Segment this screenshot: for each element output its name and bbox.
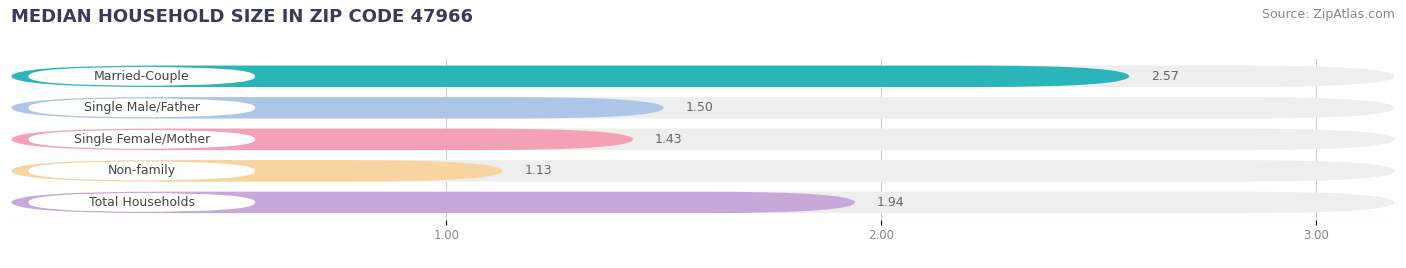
FancyBboxPatch shape — [28, 161, 254, 180]
Text: 1.13: 1.13 — [524, 164, 553, 177]
Text: 2.57: 2.57 — [1152, 70, 1180, 83]
FancyBboxPatch shape — [28, 130, 254, 149]
FancyBboxPatch shape — [11, 192, 855, 213]
Text: Source: ZipAtlas.com: Source: ZipAtlas.com — [1261, 8, 1395, 21]
FancyBboxPatch shape — [11, 97, 1395, 118]
FancyBboxPatch shape — [11, 160, 1395, 182]
Text: 1.43: 1.43 — [655, 133, 683, 146]
FancyBboxPatch shape — [28, 67, 254, 86]
Text: Married-Couple: Married-Couple — [94, 70, 190, 83]
Text: 1.50: 1.50 — [686, 101, 713, 114]
Text: MEDIAN HOUSEHOLD SIZE IN ZIP CODE 47966: MEDIAN HOUSEHOLD SIZE IN ZIP CODE 47966 — [11, 8, 474, 26]
FancyBboxPatch shape — [11, 192, 1395, 213]
FancyBboxPatch shape — [11, 97, 664, 118]
FancyBboxPatch shape — [28, 193, 254, 212]
FancyBboxPatch shape — [11, 66, 1129, 87]
Text: Non-family: Non-family — [108, 164, 176, 177]
FancyBboxPatch shape — [28, 98, 254, 117]
Text: Total Households: Total Households — [89, 196, 195, 209]
FancyBboxPatch shape — [11, 129, 1395, 150]
FancyBboxPatch shape — [11, 160, 503, 182]
Text: Single Female/Mother: Single Female/Mother — [73, 133, 209, 146]
FancyBboxPatch shape — [11, 129, 633, 150]
FancyBboxPatch shape — [11, 66, 1395, 87]
Text: 1.94: 1.94 — [877, 196, 904, 209]
Text: Single Male/Father: Single Male/Father — [84, 101, 200, 114]
